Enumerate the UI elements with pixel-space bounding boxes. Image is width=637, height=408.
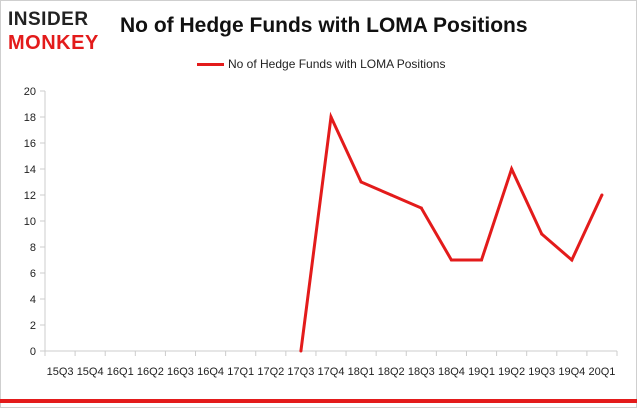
y-tick-label: 12 xyxy=(24,190,36,202)
x-tick-label: 17Q2 xyxy=(257,366,284,378)
y-tick-label: 8 xyxy=(30,242,36,254)
data-point xyxy=(329,115,333,119)
x-tick-label: 15Q4 xyxy=(77,366,104,378)
data-point xyxy=(419,206,423,210)
x-tick-label: 18Q3 xyxy=(408,366,435,378)
y-tick-label: 4 xyxy=(30,294,36,306)
data-point xyxy=(480,258,484,262)
insider-monkey-logo: INSIDER MONKEY xyxy=(8,9,99,54)
data-point xyxy=(449,258,453,262)
legend: No of Hedge Funds with LOMA Positions xyxy=(197,56,445,72)
x-tick-label: 16Q3 xyxy=(167,366,194,378)
y-tick-label: 0 xyxy=(30,346,36,358)
series-line xyxy=(299,111,604,352)
logo-top-text: INSIDER xyxy=(8,9,89,30)
data-point xyxy=(359,180,363,184)
data-point xyxy=(510,167,514,171)
y-tick-label: 6 xyxy=(30,268,36,280)
x-tick-label: 17Q1 xyxy=(227,366,254,378)
logo-bottom-text: MONKEY xyxy=(8,32,99,54)
bottom-accent-bar xyxy=(0,399,637,403)
chart-title: No of Hedge Funds with LOMA Positions xyxy=(120,14,528,37)
x-tick-label: 20Q1 xyxy=(588,366,615,378)
x-tick-label: 19Q4 xyxy=(558,366,585,378)
x-tick-label: 18Q2 xyxy=(378,366,405,378)
data-point xyxy=(299,349,303,353)
x-tick-label: 17Q4 xyxy=(318,366,345,378)
y-tick-label: 16 xyxy=(24,138,36,150)
y-tick-label: 20 xyxy=(24,86,36,98)
y-tick-label: 18 xyxy=(24,112,36,124)
data-point xyxy=(389,193,393,197)
legend-swatch xyxy=(197,62,224,66)
x-tick-label: 18Q1 xyxy=(348,366,375,378)
data-point xyxy=(570,258,574,262)
y-tick-label: 10 xyxy=(24,216,36,228)
x-tick-label: 16Q2 xyxy=(137,366,164,378)
data-point xyxy=(540,232,544,236)
x-tick-label: 16Q4 xyxy=(197,366,224,378)
x-tick-label: 19Q1 xyxy=(468,366,495,378)
x-tick-label: 15Q3 xyxy=(47,366,74,378)
y-tick-label: 14 xyxy=(24,164,36,176)
x-tick-label: 18Q4 xyxy=(438,366,465,378)
y-tick-label: 2 xyxy=(30,320,36,332)
x-tick-label: 17Q3 xyxy=(287,366,314,378)
x-tick-label: 16Q1 xyxy=(107,366,134,378)
x-tick-label: 19Q2 xyxy=(498,366,525,378)
legend-label: No of Hedge Funds with LOMA Positions xyxy=(228,57,446,71)
x-tick-label: 19Q3 xyxy=(528,366,555,378)
data-point xyxy=(600,193,604,197)
